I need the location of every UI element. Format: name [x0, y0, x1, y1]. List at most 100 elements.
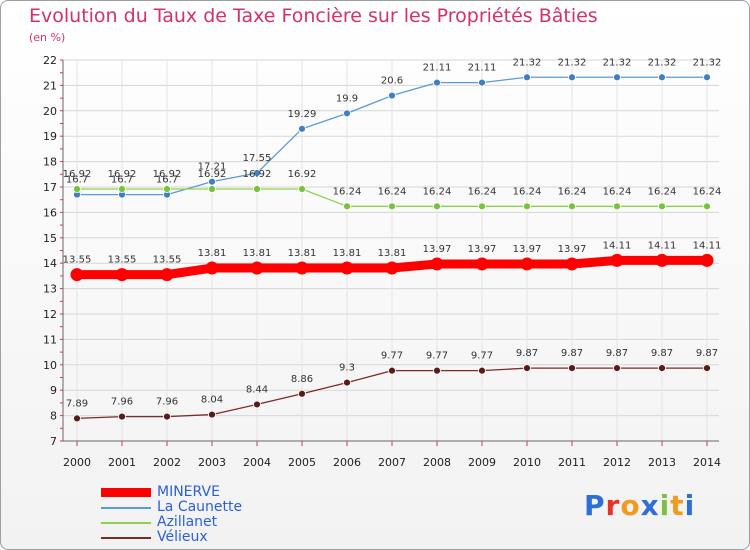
data-label-minerve: 13.97 [558, 244, 587, 255]
x-tick-label: 2006 [333, 456, 361, 469]
data-point-minerve [655, 253, 669, 267]
data-label-azillanet: 16.92 [63, 169, 92, 180]
data-point-velieux [388, 366, 396, 375]
data-label-minerve: 13.97 [468, 244, 497, 255]
data-label-velieux: 9.77 [471, 351, 493, 362]
y-tick-label: 17 [43, 181, 57, 194]
data-label-azillanet: 16.92 [153, 169, 182, 180]
data-point-minerve [520, 257, 534, 271]
data-label-velieux: 9.87 [651, 348, 673, 359]
data-label-minerve: 13.81 [378, 248, 407, 259]
logo-letter: x [640, 489, 660, 522]
data-point-la-caunette [568, 73, 576, 82]
data-label-azillanet: 16.24 [468, 186, 497, 197]
data-point-la-caunette [658, 73, 666, 82]
legend-swatch-azillanet [101, 521, 151, 524]
data-label-azillanet: 16.24 [648, 186, 677, 197]
x-tick-label: 2013 [648, 456, 676, 469]
data-label-minerve: 13.55 [63, 255, 92, 266]
logo-letter: o [620, 489, 641, 522]
y-tick-label: 19 [43, 130, 57, 143]
logo-letter: r [605, 489, 621, 522]
legend-label: Azillanet [157, 514, 218, 530]
data-point-minerve [565, 257, 579, 271]
data-point-velieux [523, 364, 531, 373]
data-label-la-caunette: 17.21 [198, 162, 227, 173]
data-point-la-caunette [478, 78, 486, 87]
y-tick-label: 14 [43, 257, 57, 270]
x-tick-label: 2007 [378, 456, 406, 469]
data-label-velieux: 8.04 [201, 395, 223, 406]
data-point-la-caunette [388, 91, 396, 100]
legend-swatch-velieux [101, 536, 151, 539]
data-label-minerve: 13.55 [108, 255, 137, 266]
data-point-minerve [115, 268, 129, 282]
data-label-azillanet: 16.92 [108, 169, 137, 180]
data-point-la-caunette [433, 78, 441, 87]
legend-swatch-la-caunette [101, 506, 151, 509]
data-label-velieux: 8.44 [246, 384, 268, 395]
y-tick-label: 15 [43, 232, 57, 245]
x-tick-label: 2011 [558, 456, 586, 469]
data-label-velieux: 9.87 [561, 348, 583, 359]
data-label-minerve: 13.81 [288, 248, 317, 259]
data-point-azillanet [73, 185, 81, 193]
data-point-minerve [385, 261, 399, 275]
data-label-la-caunette: 21.32 [603, 57, 632, 68]
data-label-minerve: 14.11 [648, 240, 677, 251]
data-point-velieux [118, 412, 126, 421]
y-tick-label: 7 [50, 435, 57, 448]
data-label-velieux: 9.87 [606, 348, 628, 359]
data-label-la-caunette: 21.32 [693, 57, 722, 68]
legend-label: La Caunette [157, 499, 243, 515]
y-tick-label: 9 [50, 384, 57, 397]
data-point-azillanet [523, 202, 531, 211]
data-point-azillanet [613, 202, 621, 211]
data-label-la-caunette: 19.9 [336, 93, 358, 104]
data-point-la-caunette [523, 73, 531, 82]
data-point-minerve [610, 253, 624, 267]
data-label-minerve: 13.81 [333, 248, 362, 259]
data-point-velieux [73, 414, 81, 423]
logo-letter: i [684, 489, 696, 522]
data-point-minerve [70, 268, 84, 282]
data-point-la-caunette [343, 109, 351, 118]
data-point-velieux [253, 400, 261, 409]
data-point-la-caunette [298, 124, 306, 133]
y-tick-label: 20 [43, 105, 57, 118]
data-label-la-caunette: 16.7 [156, 175, 178, 186]
legend-item-la-caunette: La Caunette [101, 500, 242, 515]
data-label-azillanet: 16.92 [198, 169, 227, 180]
x-tick-label: 2000 [63, 456, 91, 469]
data-point-minerve [700, 253, 714, 267]
data-label-la-caunette: 21.32 [558, 57, 587, 68]
data-point-azillanet [478, 202, 486, 211]
data-label-la-caunette: 16.7 [66, 175, 88, 186]
y-tick-label: 8 [50, 410, 57, 423]
data-label-la-caunette: 20.6 [381, 76, 403, 87]
data-label-la-caunette: 21.32 [513, 57, 542, 68]
legend: MINERVE La Caunette Azillanet Vélieux [101, 485, 242, 545]
data-label-la-caunette: 16.7 [111, 175, 133, 186]
logo-letter: i [659, 489, 671, 522]
data-point-azillanet [298, 185, 306, 193]
data-label-minerve: 14.11 [603, 240, 632, 251]
data-label-azillanet: 16.92 [288, 169, 317, 180]
data-label-azillanet: 16.24 [558, 186, 587, 197]
data-point-la-caunette [703, 73, 711, 82]
data-point-minerve [475, 257, 489, 271]
logo-letter: P [584, 489, 606, 522]
data-point-azillanet [703, 202, 711, 211]
x-tick-label: 2002 [153, 456, 181, 469]
legend-label: MINERVE [157, 484, 220, 500]
data-label-velieux: 9.87 [696, 348, 718, 359]
y-tick-label: 13 [43, 283, 57, 296]
x-tick-label: 2004 [243, 456, 271, 469]
data-label-minerve: 14.11 [693, 240, 722, 251]
data-label-velieux: 7.96 [111, 397, 133, 408]
data-label-velieux: 9.3 [339, 363, 355, 374]
data-label-azillanet: 16.24 [513, 186, 542, 197]
x-tick-label: 2009 [468, 456, 496, 469]
